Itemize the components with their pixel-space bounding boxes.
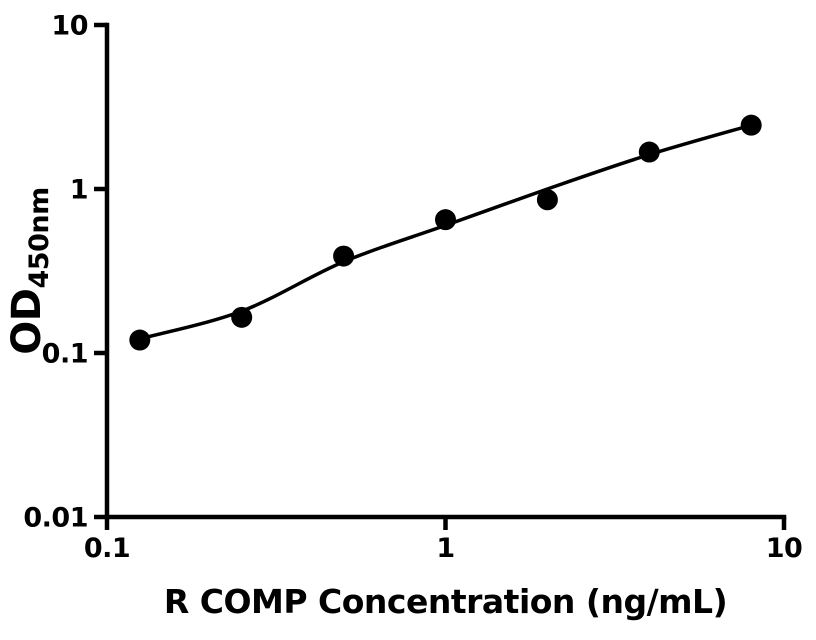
x-tick-label: 10: [766, 533, 803, 564]
data-point: [129, 329, 151, 351]
data-point: [333, 245, 355, 267]
data-point: [435, 209, 456, 231]
fit-curve: [138, 123, 753, 341]
x-axis-title: R COMP Concentration (ng/mL): [163, 582, 728, 621]
y-tick-label: 0.1: [42, 339, 88, 370]
y-axis-title-main: OD: [4, 288, 50, 355]
data-point: [740, 114, 762, 136]
y-tick-label: 1: [70, 175, 88, 206]
data-point: [536, 189, 558, 211]
y-tick-label: 10: [51, 11, 88, 42]
x-tick-label: 1: [436, 533, 454, 564]
y-axis-title-subscript: 450nm: [24, 187, 55, 289]
x-tick-label: 0.1: [84, 533, 130, 564]
axis-spines: [104, 22, 787, 520]
data-point: [231, 306, 253, 328]
y-tick-label: 0.01: [23, 503, 88, 534]
data-point: [638, 141, 660, 163]
y-axis-title: OD450nm: [4, 187, 55, 355]
